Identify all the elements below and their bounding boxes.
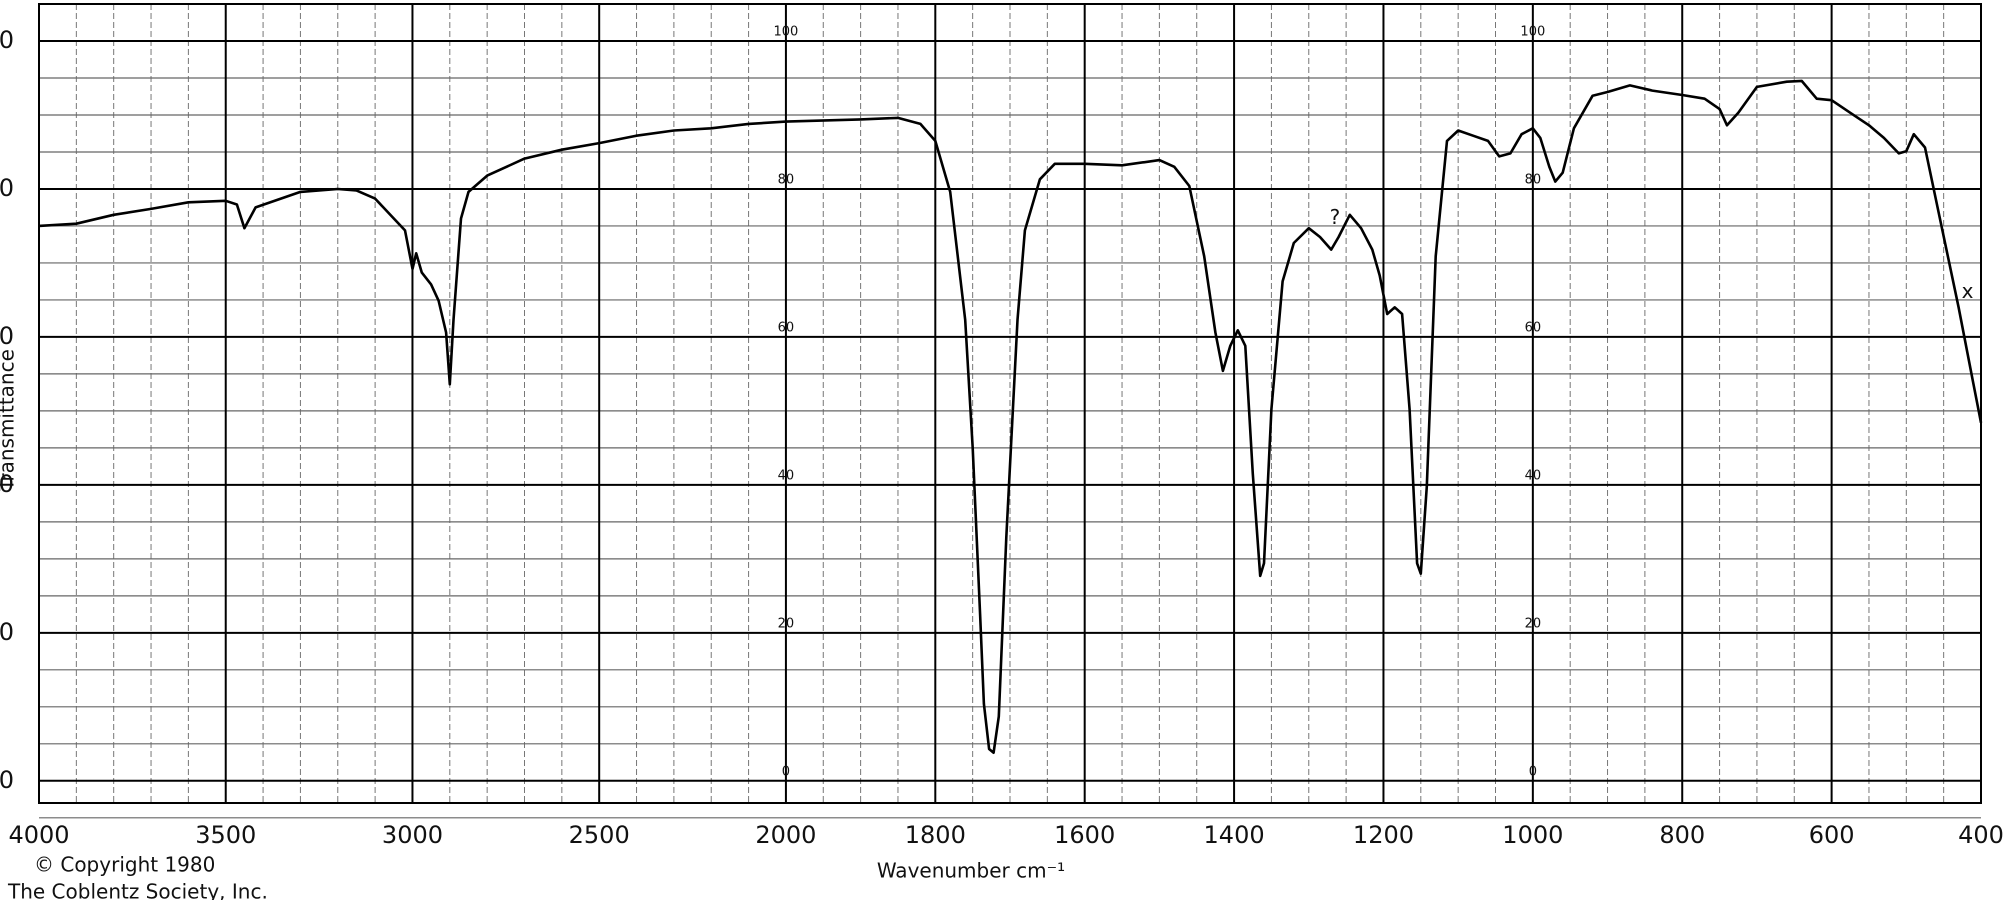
annotation: x bbox=[1962, 279, 1974, 303]
copyright: © Copyright 1980 bbox=[34, 853, 215, 877]
x-tick-label: 1800 bbox=[905, 821, 966, 849]
inner-scale-label: 100 bbox=[774, 24, 799, 39]
x-tick-label: 3000 bbox=[382, 821, 443, 849]
y-tick-label: 0 bbox=[0, 766, 14, 794]
inner-scale-label: 100 bbox=[1520, 24, 1545, 39]
x-tick-label: 3500 bbox=[195, 821, 256, 849]
inner-scale-label: 20 bbox=[1525, 616, 1542, 631]
y-tick-label: 100 bbox=[0, 26, 14, 54]
inner-scale-label: 40 bbox=[778, 468, 795, 483]
x-tick-label: 2000 bbox=[755, 821, 816, 849]
inner-scale-label: 0 bbox=[1529, 764, 1537, 779]
x-tick-label: 600 bbox=[1809, 821, 1855, 849]
inner-scale-label: 60 bbox=[1525, 320, 1542, 335]
marks bbox=[38, 79, 1983, 754]
x-tick-label: 800 bbox=[1659, 821, 1705, 849]
x-tick-label: 1000 bbox=[1502, 821, 1563, 849]
x-tick-label: 1400 bbox=[1204, 821, 1265, 849]
inner-scale-label: 40 bbox=[1525, 468, 1542, 483]
x-axis-label: Wavenumber cm⁻¹ bbox=[877, 859, 1065, 883]
y-tick-label: 80 bbox=[0, 174, 14, 202]
x-tick-label: 1200 bbox=[1353, 821, 1414, 849]
x-tick-label: 400 bbox=[1958, 821, 2004, 849]
spectrum-line bbox=[38, 79, 1983, 754]
x-tick-label: 1600 bbox=[1054, 821, 1115, 849]
y-axis-label: Transmittance bbox=[0, 349, 19, 492]
annotation: ? bbox=[1330, 205, 1341, 229]
y-tick-label: 20 bbox=[0, 618, 14, 646]
inner-scale-label: 80 bbox=[778, 172, 795, 187]
inner-scale-label: 60 bbox=[778, 320, 795, 335]
x-tick-label: 2500 bbox=[569, 821, 630, 849]
x-tick-label: 4000 bbox=[8, 821, 69, 849]
inner-scale-label: 20 bbox=[778, 616, 795, 631]
y-tick-label: 40 bbox=[0, 470, 14, 498]
inner-scale-label: 80 bbox=[1525, 172, 1542, 187]
inner-scale-label: 0 bbox=[782, 764, 790, 779]
copyright: The Coblentz Society, Inc. bbox=[7, 880, 268, 900]
y-tick-label: 60 bbox=[0, 322, 14, 350]
